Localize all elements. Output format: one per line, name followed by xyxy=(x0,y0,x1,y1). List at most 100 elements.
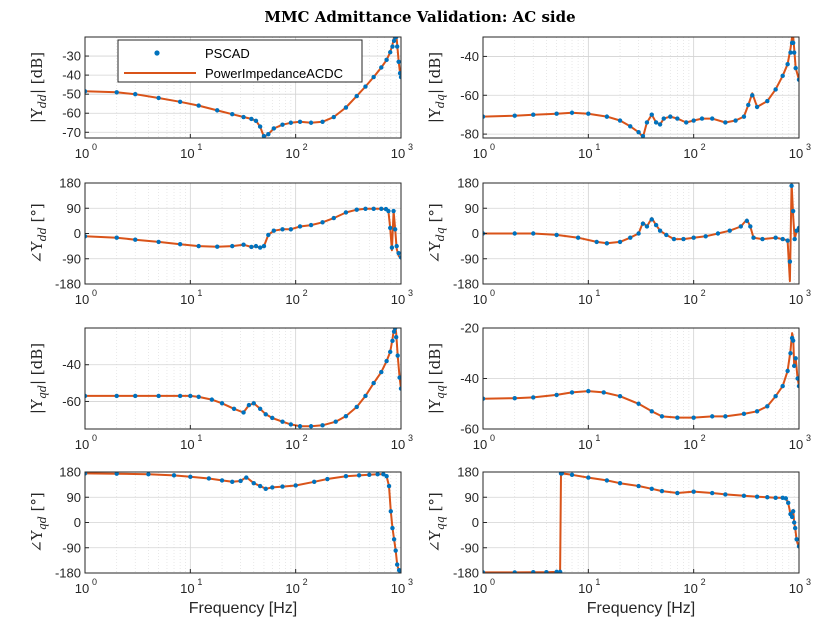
x-tick-label: 10 xyxy=(683,146,697,161)
x-tick-label: 10 xyxy=(180,437,194,452)
data-point-pscad xyxy=(288,227,294,232)
data-point-pscad xyxy=(617,481,623,486)
data-point-pscad xyxy=(266,131,271,137)
data-point-pscad xyxy=(483,396,486,401)
data-point-pscad xyxy=(653,120,659,125)
data-point-pscad xyxy=(85,393,88,399)
data-point-pscad xyxy=(177,241,183,247)
data-point-pscad xyxy=(238,478,243,484)
y-tick-label: -180 xyxy=(453,277,479,292)
x-tick-exponent: 3 xyxy=(408,433,413,443)
data-point-pscad xyxy=(241,410,246,415)
data-point-pscad xyxy=(343,210,349,215)
data-point-pscad xyxy=(297,224,303,229)
data-point-pscad xyxy=(715,231,721,236)
series-group xyxy=(85,472,401,573)
data-point-pscad xyxy=(85,89,88,94)
y-tick-label: 90 xyxy=(465,490,479,505)
data-point-pscad xyxy=(371,380,376,386)
data-point-pscad xyxy=(230,111,235,117)
y-axis-label-prefix: |Y xyxy=(28,398,46,414)
data-point-pscad xyxy=(649,112,654,117)
data-point-pscad xyxy=(512,231,517,236)
data-point-pscad xyxy=(293,483,298,488)
data-point-pscad xyxy=(398,386,401,391)
data-point-pscad xyxy=(343,413,349,419)
data-point-pscad xyxy=(791,50,797,55)
data-point-pscad xyxy=(386,208,391,214)
y-axis-label-subscript: dd xyxy=(36,227,49,241)
series-line-model xyxy=(85,37,401,138)
data-point-pscad xyxy=(664,232,669,238)
data-point-pscad xyxy=(594,239,599,245)
data-point-pscad xyxy=(644,224,650,229)
data-point-pscad xyxy=(796,77,799,82)
data-point-pscad xyxy=(288,422,294,427)
data-point-pscad xyxy=(790,40,796,46)
data-point-pscad xyxy=(748,224,753,229)
data-point-pscad xyxy=(691,235,696,240)
data-point-pscad xyxy=(391,208,396,214)
x-tick-label: 10 xyxy=(75,437,89,452)
x-tick-label: 10 xyxy=(180,292,194,307)
legend-box xyxy=(117,39,363,83)
data-point-pscad xyxy=(331,114,336,120)
data-point-pscad xyxy=(297,424,303,429)
y-tick-label: -40 xyxy=(460,49,479,64)
data-point-pscad xyxy=(751,235,756,240)
y-tick-label: -70 xyxy=(62,125,81,140)
data-point-pscad xyxy=(312,479,317,485)
y-tick-label: -180 xyxy=(453,566,479,581)
data-point-pscad xyxy=(703,234,708,239)
data-point-pscad xyxy=(741,493,747,499)
x-tick-exponent: 3 xyxy=(806,433,811,443)
x-tick-label: 10 xyxy=(180,581,194,596)
panel-mag_dq: 10 0 10 1 10 2 10 3-80-60-40|Ydq| [dB] xyxy=(426,36,811,161)
x-tick-label: 10 xyxy=(391,437,405,452)
figure-title: MMC Admittance Validation: AC side xyxy=(264,8,575,26)
data-point-pscad xyxy=(354,404,359,410)
data-point-pscad xyxy=(389,245,395,250)
y-tick-label: 90 xyxy=(67,490,81,505)
data-point-pscad xyxy=(727,228,732,233)
data-point-pscad xyxy=(544,569,549,573)
panel-mag_qd: 10 0 10 1 10 2 10 3-60-40|Yqd| [dB] xyxy=(28,327,413,452)
data-point-pscad xyxy=(297,119,303,125)
y-tick-label: -80 xyxy=(460,127,479,142)
data-point-pscad xyxy=(649,409,654,414)
x-tick-exponent: 0 xyxy=(92,142,97,152)
data-point-pscad xyxy=(733,118,738,123)
y-tick-label: 0 xyxy=(74,226,81,241)
data-point-pscad xyxy=(331,215,336,221)
x-tick-exponent: 0 xyxy=(92,577,97,587)
x-tick-label: 10 xyxy=(578,292,592,307)
data-point-pscad xyxy=(114,393,119,399)
axes-box xyxy=(84,36,402,139)
data-point-pscad xyxy=(188,393,193,399)
data-point-pscad xyxy=(661,116,666,121)
data-point-pscad xyxy=(723,492,728,497)
data-point-pscad xyxy=(617,239,623,245)
x-tick-label: 10 xyxy=(789,581,803,596)
data-point-pscad xyxy=(785,238,790,243)
data-point-pscad xyxy=(396,59,401,64)
y-tick-label: -50 xyxy=(62,87,81,102)
data-point-pscad xyxy=(386,483,392,489)
data-point-pscad xyxy=(390,44,395,49)
series-group xyxy=(483,332,799,420)
data-point-pscad xyxy=(754,494,760,499)
data-point-pscad xyxy=(792,525,798,531)
data-point-pscad xyxy=(628,124,633,129)
data-point-pscad xyxy=(280,484,285,489)
data-point-pscad xyxy=(723,120,728,125)
data-point-pscad xyxy=(85,234,88,239)
data-point-pscad xyxy=(786,500,791,506)
data-point-pscad xyxy=(604,241,610,246)
legend: PSCAD PowerImpedanceACDC xyxy=(117,39,363,83)
y-tick-label: -180 xyxy=(55,277,81,292)
x-tick-exponent: 0 xyxy=(490,433,495,443)
x-tick-exponent: 0 xyxy=(490,288,495,298)
data-point-pscad xyxy=(308,120,314,125)
plot-area xyxy=(483,37,799,138)
